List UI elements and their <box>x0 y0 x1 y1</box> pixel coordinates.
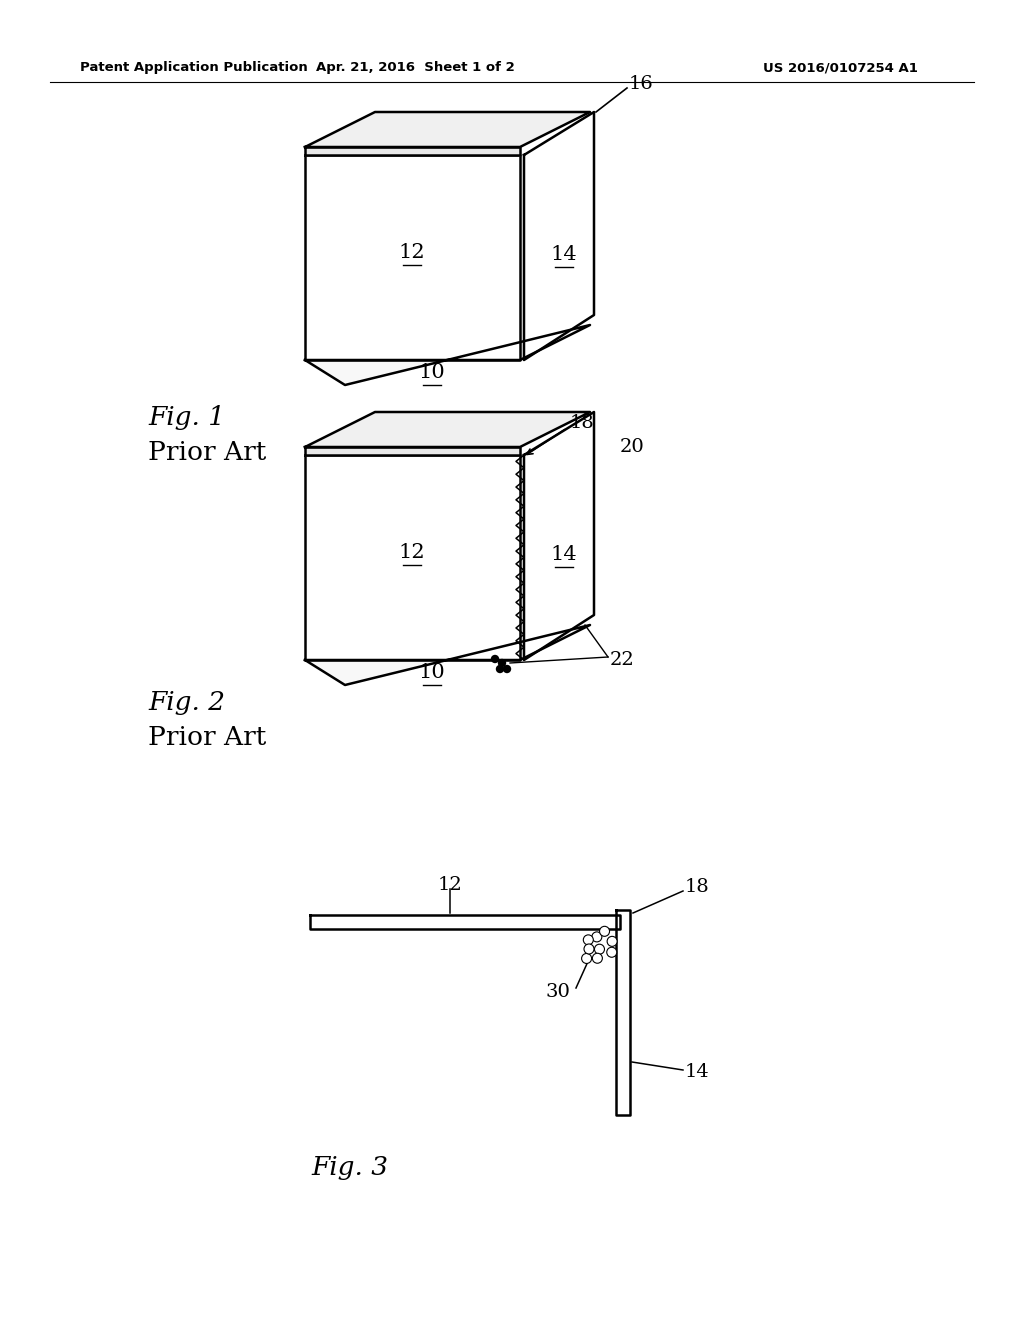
Text: 14: 14 <box>551 244 578 264</box>
Text: 14: 14 <box>685 1063 710 1081</box>
Text: Apr. 21, 2016  Sheet 1 of 2: Apr. 21, 2016 Sheet 1 of 2 <box>315 62 514 74</box>
Polygon shape <box>305 325 590 385</box>
Circle shape <box>592 932 602 942</box>
Circle shape <box>595 944 604 954</box>
Text: 16: 16 <box>629 75 653 92</box>
Text: 14: 14 <box>551 544 578 564</box>
Circle shape <box>599 927 609 936</box>
Polygon shape <box>305 147 520 154</box>
Polygon shape <box>616 909 630 1115</box>
Circle shape <box>607 936 617 946</box>
Circle shape <box>504 665 511 672</box>
Text: Fig. 3: Fig. 3 <box>311 1155 388 1180</box>
Polygon shape <box>524 112 594 360</box>
Text: 12: 12 <box>398 543 425 561</box>
Circle shape <box>492 656 499 663</box>
Text: 12: 12 <box>398 243 425 261</box>
Text: 18: 18 <box>685 878 710 896</box>
Text: Prior Art: Prior Art <box>148 725 266 750</box>
Circle shape <box>584 935 593 945</box>
Text: 20: 20 <box>620 438 645 455</box>
Text: US 2016/0107254 A1: US 2016/0107254 A1 <box>763 62 918 74</box>
Polygon shape <box>305 455 520 660</box>
Polygon shape <box>305 412 590 447</box>
Polygon shape <box>305 447 520 455</box>
Text: Prior Art: Prior Art <box>148 440 266 465</box>
Polygon shape <box>305 112 590 147</box>
Polygon shape <box>305 154 520 360</box>
Text: Fig. 1: Fig. 1 <box>148 405 225 430</box>
Text: Patent Application Publication: Patent Application Publication <box>80 62 308 74</box>
Text: 10: 10 <box>419 663 445 681</box>
Circle shape <box>592 953 602 964</box>
Polygon shape <box>305 624 590 685</box>
Polygon shape <box>524 412 594 660</box>
Text: 22: 22 <box>610 651 635 669</box>
Circle shape <box>584 944 594 954</box>
Circle shape <box>497 665 504 672</box>
Text: 30: 30 <box>546 983 570 1001</box>
Text: 18: 18 <box>570 414 595 432</box>
Polygon shape <box>310 915 620 929</box>
Text: Fig. 2: Fig. 2 <box>148 690 225 715</box>
Circle shape <box>499 660 506 667</box>
Circle shape <box>607 948 616 957</box>
Text: 12: 12 <box>437 876 463 894</box>
Circle shape <box>582 953 592 964</box>
Text: 10: 10 <box>419 363 445 381</box>
